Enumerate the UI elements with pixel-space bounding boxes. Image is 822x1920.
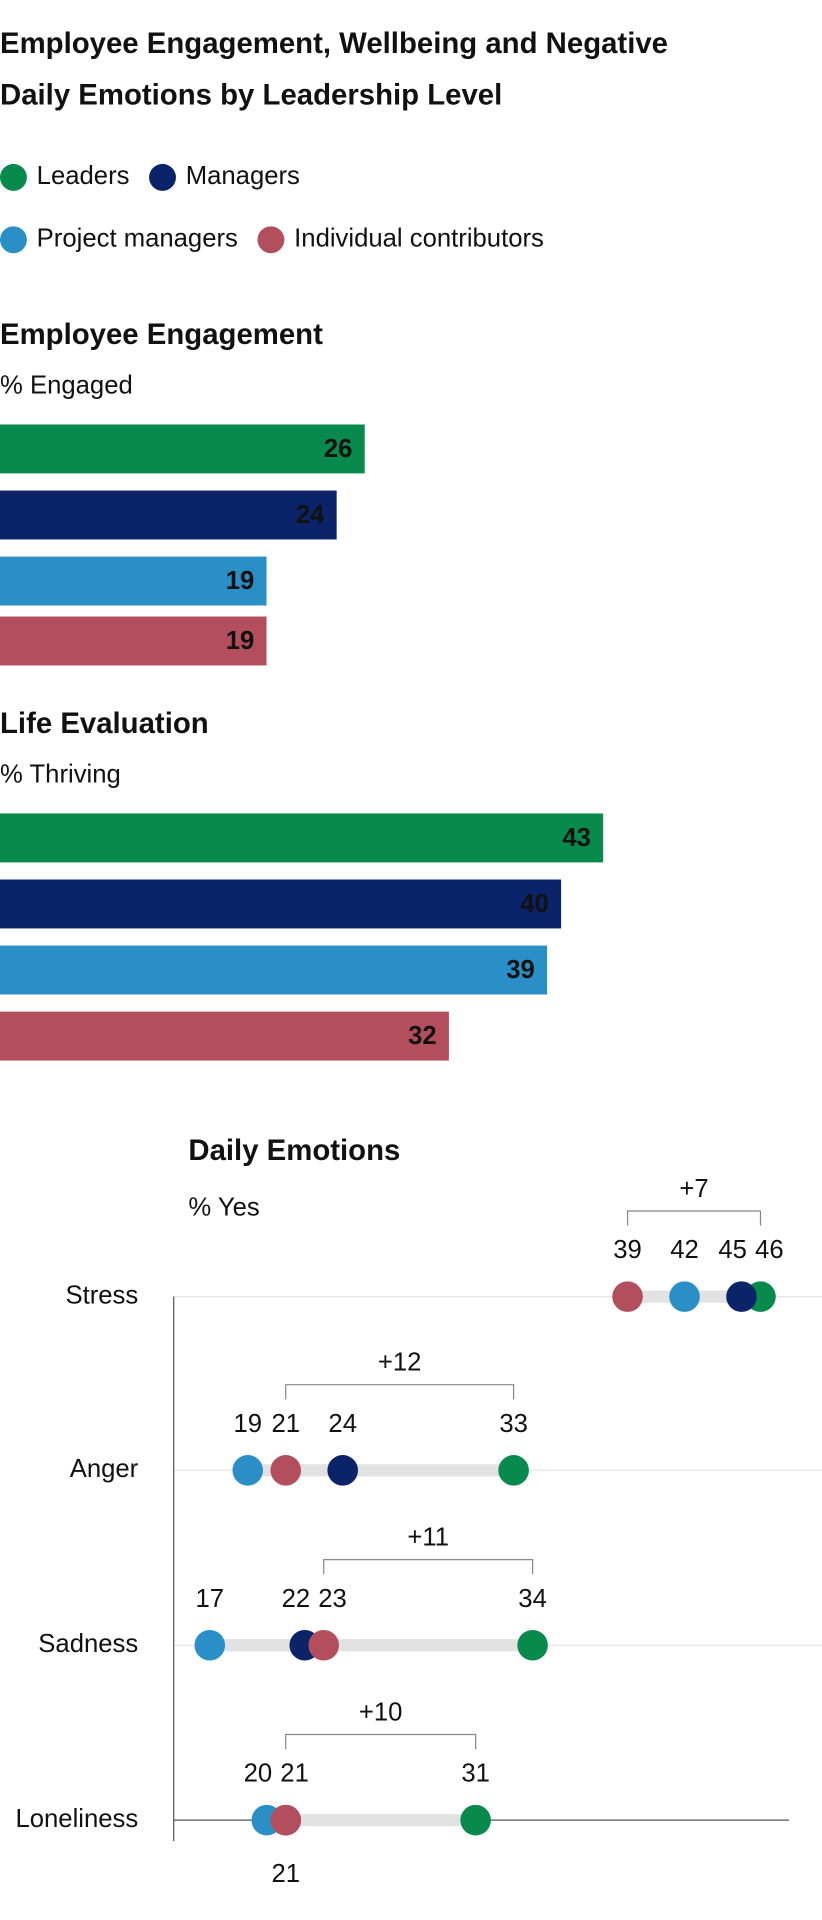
dot: [669, 1281, 700, 1312]
range-track: [266, 1814, 476, 1827]
legend-swatch: [0, 226, 27, 254]
chart-title: Employee Engagement: [0, 318, 323, 351]
chart-title: Daily Emotions: [188, 1134, 400, 1167]
gap-label: +11: [407, 1524, 449, 1552]
dot: [270, 1804, 302, 1836]
dot: [612, 1281, 643, 1312]
bar: [0, 879, 562, 929]
category-label: Sadness: [38, 1630, 138, 1658]
gap-bracket: [626, 1210, 762, 1226]
value-label: 45: [718, 1236, 747, 1264]
value-label: 20: [244, 1760, 273, 1788]
gap-bracket: [323, 1559, 534, 1575]
bar: [0, 424, 365, 474]
dot: [517, 1629, 548, 1661]
bar-label: 39: [506, 956, 535, 984]
legend-label: Individual contributors: [294, 225, 544, 253]
legend-label: Leaders: [37, 162, 130, 190]
value-label: 46: [755, 1236, 784, 1264]
bar-label: 19: [226, 567, 255, 595]
value-label: 22: [282, 1585, 311, 1613]
title-line: Daily Emotions by Leadership Level: [0, 78, 502, 111]
chart-subtitle: % Engaged: [0, 371, 133, 399]
bar: [0, 490, 337, 540]
value-label: 17: [195, 1585, 224, 1613]
dot: [460, 1804, 491, 1836]
bar-label: 24: [296, 501, 325, 529]
value-label: 42: [670, 1236, 699, 1264]
bar-label: 32: [408, 1022, 437, 1050]
range-track: [247, 1464, 514, 1477]
range-track: [209, 1639, 533, 1652]
dot: [232, 1455, 264, 1486]
value-label: 21: [280, 1760, 309, 1788]
category-label: Anger: [70, 1455, 139, 1483]
bar: [0, 945, 548, 995]
gap-bracket: [285, 1733, 477, 1750]
value-label: 34: [518, 1585, 547, 1613]
value-label: 33: [499, 1410, 528, 1438]
chart-title: Life Evaluation: [0, 707, 209, 740]
bar-label: 43: [562, 824, 591, 852]
dot: [726, 1281, 757, 1312]
bar-label: 26: [324, 435, 353, 463]
bar: [0, 616, 267, 666]
value-label: 39: [613, 1236, 642, 1264]
bar: [0, 556, 267, 606]
dot: [308, 1629, 340, 1661]
value-label: 31: [461, 1760, 490, 1788]
legend-label: Managers: [186, 162, 300, 190]
legend-swatch: [257, 226, 285, 254]
bar: [0, 1011, 449, 1061]
gap-label: +12: [378, 1349, 422, 1377]
chart-subtitle: % Yes: [188, 1193, 259, 1221]
chart-subtitle: % Thriving: [0, 760, 121, 788]
gap-bracket: [285, 1384, 515, 1400]
bar: [0, 813, 604, 863]
value-label: 23: [318, 1585, 347, 1613]
value-label: 24: [328, 1410, 357, 1438]
category-label: Stress: [65, 1281, 138, 1309]
value-label: 19: [233, 1410, 262, 1438]
legend-label: Project managers: [37, 225, 238, 253]
legend-swatch: [149, 163, 176, 191]
dot: [270, 1455, 302, 1486]
dot: [194, 1629, 226, 1661]
value-label: 21: [271, 1860, 300, 1888]
dot: [498, 1455, 529, 1486]
gap-label: +10: [359, 1699, 403, 1727]
value-label: 21: [271, 1410, 300, 1438]
title-line: Employee Engagement, Wellbeing and Negat…: [0, 27, 668, 60]
dot: [327, 1455, 358, 1486]
gap-label: +7: [679, 1175, 708, 1203]
category-label: Loneliness: [15, 1805, 138, 1833]
bar-label: 40: [520, 890, 549, 918]
legend-swatch: [0, 163, 27, 191]
bar-label: 19: [226, 627, 255, 655]
